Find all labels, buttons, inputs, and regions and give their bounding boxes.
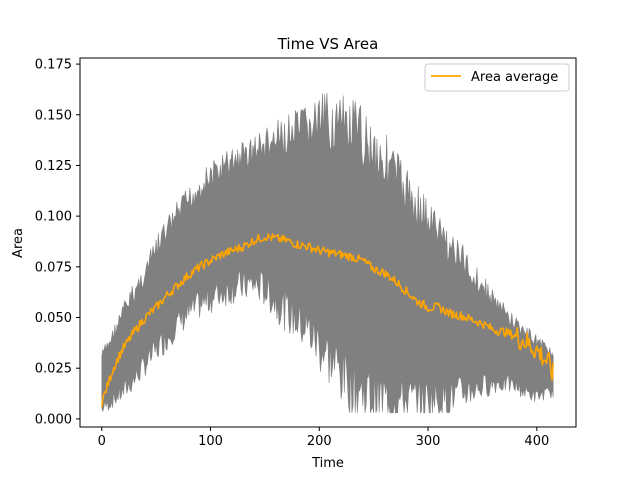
x-tick-label: 0 [98,434,106,449]
y-tick-label: 0.175 [35,58,72,73]
axes-frame [79,57,577,428]
legend-label-area-average: Area average [471,70,558,85]
x-tick-label: 300 [416,434,441,449]
y-tick-label: 0.100 [35,210,72,225]
y-tick-label: 0.150 [35,108,72,123]
x-tick-label: 400 [524,434,549,449]
plot-area [101,92,554,414]
y-tick-label: 0.125 [35,159,72,174]
y-axis-label: Area [11,228,26,258]
y-tick-label: 0.000 [35,412,72,427]
x-tick-label: 100 [198,434,223,449]
y-tick-label: 0.075 [35,260,72,275]
area-range-band [101,92,554,414]
y-tick-label: 0.025 [35,362,72,377]
x-axis-label: Time [311,456,344,471]
legend-box [424,63,570,92]
area-average-line [101,233,554,408]
chart-title: Time VS Area [277,35,379,53]
y-axis-ticks: 0.000 0.025 0.050 0.075 0.100 0.125 0.150 0.175 [35,58,80,427]
x-tick-label: 200 [307,434,332,449]
y-tick-label: 0.050 [35,311,72,326]
x-axis-ticks: 0 100 200 300 400 [98,427,549,449]
legend: Area average [424,63,570,92]
